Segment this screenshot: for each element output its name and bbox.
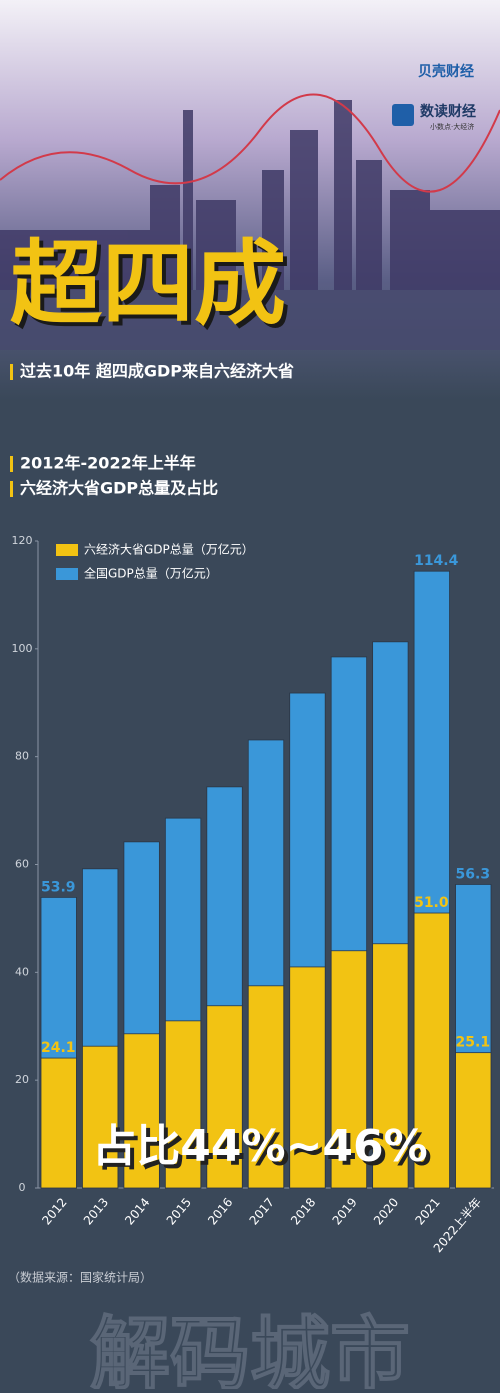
value-label: 25.1 <box>456 1035 491 1051</box>
value-label: 24.1 <box>41 1040 76 1056</box>
bar <box>372 943 409 1189</box>
skyline <box>0 100 500 350</box>
bar <box>455 1052 492 1189</box>
x-tick-label: 2017 <box>247 1195 277 1227</box>
section-heading: 2012年-2022年上半年 <box>20 454 196 473</box>
source: （数据来源：国家统计局） <box>8 1270 152 1285</box>
value-label: 51.0 <box>414 895 449 911</box>
bar <box>247 985 285 1189</box>
subtitle: 过去10年 超四成GDP来自六经济大省 <box>20 362 294 381</box>
y-tick-label: 60 <box>15 858 29 871</box>
bar <box>289 966 326 1189</box>
annotation-shadow: 占比44%~46% <box>96 1125 432 1176</box>
x-tick-label: 2021 <box>412 1195 442 1227</box>
value-label: 53.9 <box>41 879 76 895</box>
bar <box>330 950 368 1189</box>
logo-text: 贝壳财经 <box>418 63 474 80</box>
legend-swatch <box>56 544 78 556</box>
logo-icon <box>392 104 414 126</box>
watermark: 解码城市 <box>90 1308 410 1389</box>
title-shadow: 超四成 <box>14 234 290 341</box>
y-tick-label: 100 <box>12 642 33 655</box>
bar <box>164 1020 202 1189</box>
x-tick-label: 2019 <box>330 1195 360 1227</box>
value-label: 114.4 <box>414 553 459 569</box>
trend-line <box>0 93 500 193</box>
x-tick-label: 2012 <box>39 1195 69 1227</box>
x-tick-label: 2016 <box>205 1195 235 1227</box>
section-heading: 六经济大省GDP总量及占比 <box>20 479 218 498</box>
bar <box>123 1033 160 1189</box>
annotation: 占比44%~46% <box>92 1121 428 1172</box>
x-tick-label: 2020 <box>371 1195 401 1227</box>
legend-label: 六经济大省GDP总量（万亿元） <box>84 542 254 557</box>
bar <box>40 1057 77 1189</box>
chart: 0 20 40 60 80 100 120 六经济大省GDP总量（万亿元） 全国GDP总量（万亿… <box>12 534 494 1255</box>
y-tick-label: 40 <box>15 965 29 978</box>
y-tick-label: 20 <box>15 1073 29 1086</box>
x-tick-label: 2013 <box>81 1195 111 1227</box>
accent-bar <box>10 364 13 380</box>
bar <box>413 912 450 1189</box>
y-tick-label: 0 <box>19 1181 26 1194</box>
bar <box>82 1045 119 1189</box>
logo-subtext: 小数点·大经济 <box>430 122 474 131</box>
y-tick-label: 80 <box>15 750 29 763</box>
logo-text: 数读财经 <box>420 103 476 120</box>
y-tick-label: 120 <box>12 534 33 547</box>
title: 超四成 <box>10 230 286 337</box>
x-tick-label: 2015 <box>164 1195 194 1227</box>
legend-swatch <box>56 568 78 580</box>
x-tick-label: 2018 <box>288 1195 318 1227</box>
legend-label: 全国GDP总量（万亿元） <box>84 566 218 581</box>
x-tick-label: 2014 <box>122 1195 152 1227</box>
accent-bar <box>10 456 13 472</box>
bar <box>206 1005 243 1189</box>
value-label: 56.3 <box>456 866 491 882</box>
accent-bar <box>10 481 13 497</box>
